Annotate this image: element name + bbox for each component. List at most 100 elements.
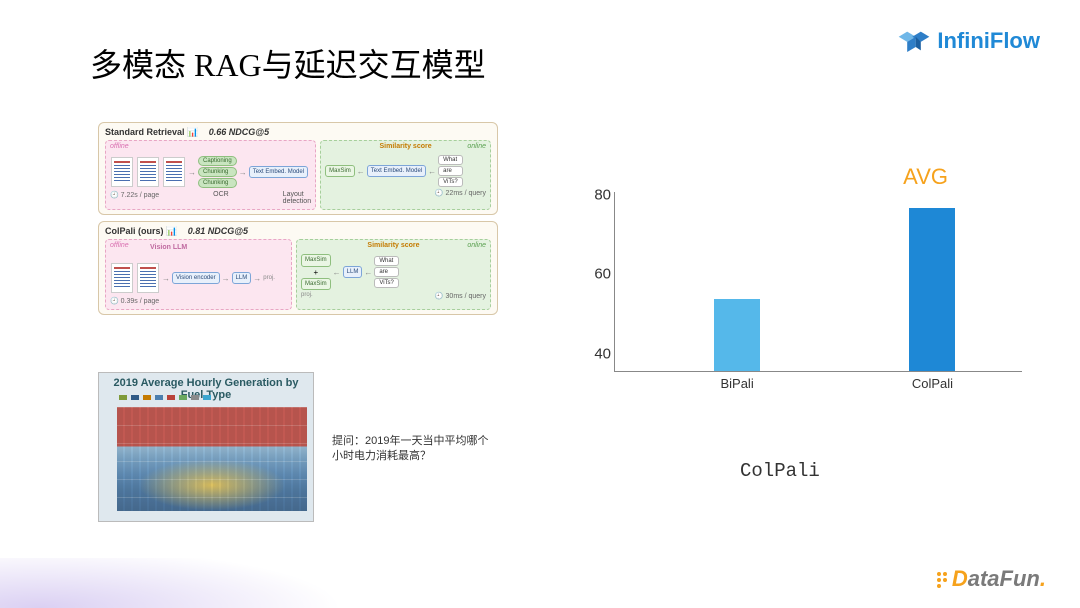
chart-up-icon: 📊: [187, 127, 198, 137]
query-token: ViTs?: [438, 177, 463, 187]
page-title: 多模态 RAG与延迟交互模型: [90, 40, 486, 86]
doc-thumb-icon: [111, 263, 133, 293]
chunking-step: Chunking: [198, 178, 237, 188]
clock-icon: 🕘 30ms / query: [435, 292, 486, 300]
arrow-icon: →: [253, 274, 261, 283]
infiniflow-cube-icon: [897, 28, 931, 54]
legend-swatch: [143, 395, 151, 400]
legend-swatch: [155, 395, 163, 400]
diagram2-header: ColPali (ours) 📊 0.81 NDCG@5: [105, 226, 491, 237]
query-token: are: [438, 166, 463, 176]
y-tick: 40: [581, 346, 611, 363]
doc-thumb-icon: [137, 263, 159, 293]
chart-plot-area: 406080BiPaliColPali: [614, 192, 1022, 372]
clock-icon: 🕘 7.22s / page: [110, 191, 159, 205]
y-tick: 60: [581, 266, 611, 283]
legend-swatch: [191, 395, 199, 400]
arrow-icon: ←: [364, 268, 372, 277]
chart-caption: ColPali: [740, 460, 820, 482]
diagram2-online-panel: Similarity score online MaxSim + MaxSim …: [296, 239, 491, 310]
chart-up-icon: 📊: [166, 226, 177, 236]
arrow-icon: ←: [428, 167, 436, 176]
x-label: BiPali: [720, 376, 753, 391]
logo-infiniflow: InfiniFlow: [897, 28, 1040, 54]
offline-label: offline: [110, 143, 129, 150]
logo-datafun: DataFun.: [936, 566, 1046, 592]
query-token: ViTs?: [374, 278, 399, 288]
legend-swatch: [179, 395, 187, 400]
datafun-ata: ata: [968, 566, 1000, 591]
ocr-label: OCR: [213, 191, 229, 205]
arrow-icon: →: [162, 274, 170, 283]
legend-swatch: [119, 395, 127, 400]
legend-swatch: [131, 395, 139, 400]
clock-icon: 🕘 22ms / query: [435, 189, 486, 197]
maxsim-block: MaxSim: [325, 165, 355, 178]
query-time: 22ms / query: [446, 190, 486, 197]
plus-icon: +: [301, 268, 331, 277]
diagram2-metric: 0.81 NDCG@5: [188, 226, 248, 236]
llm-block: LLM: [232, 272, 252, 285]
diagram1-title: Standard Retrieval: [105, 127, 185, 137]
similarity-label: Similarity score: [379, 143, 431, 150]
similarity-label: Similarity score: [367, 242, 419, 249]
legend-swatch: [167, 395, 175, 400]
diagram2-offline-panel: offline Vision LLM → Vision encoder → LL…: [105, 239, 292, 310]
heatmap-s-area: [117, 407, 307, 511]
x-label: ColPali: [912, 376, 953, 391]
proj-label: proj.: [301, 292, 313, 300]
text-embed-block: Text Embed. Model: [367, 165, 426, 178]
online-label: online: [467, 143, 486, 150]
llm-block: LLM: [343, 266, 363, 279]
query-token: are: [374, 267, 399, 277]
avg-bar-chart: AVG 406080BiPaliColPali: [566, 176, 1028, 394]
legend-swatch: [203, 395, 211, 400]
diagram1-metric: 0.66 NDCG@5: [209, 127, 269, 137]
vision-llm-label: Vision LLM: [150, 244, 287, 251]
decorative-glow: [0, 558, 360, 608]
maxsim-block: MaxSim: [301, 254, 331, 267]
heatmap-thumbnail: 2019 Average Hourly Generation by Fuel T…: [98, 372, 314, 522]
doc-thumb-icon: [163, 157, 185, 187]
example-question: 提问：2019年一天当中平均哪个小时电力消耗最高？: [332, 434, 492, 464]
arrow-icon: →: [239, 168, 247, 177]
offline-label: offline: [110, 242, 129, 249]
maxsim-block: MaxSim: [301, 278, 331, 291]
arrow-icon: →: [188, 168, 196, 177]
text-embed-block: Text Embed. Model: [249, 166, 308, 179]
diagram1-online-panel: Similarity score online MaxSim ← Text Em…: [320, 140, 491, 210]
chunking-step: Chunking: [198, 167, 237, 177]
page-time: 0.39s / page: [121, 298, 160, 305]
diagram-standard-retrieval: Standard Retrieval 📊 0.66 NDCG@5 offline…: [98, 122, 498, 215]
arrow-icon: ←: [357, 167, 365, 176]
layout-label: Layoutdetection: [283, 191, 311, 205]
arrow-icon: →: [222, 274, 230, 283]
doc-thumb-icon: [111, 157, 133, 187]
proj-label: proj.: [263, 275, 275, 281]
vision-encoder-block: Vision encoder: [172, 272, 220, 285]
query-token: What: [374, 256, 399, 266]
diagram1-offline-panel: offline → Captioning Chunking Chunking →…: [105, 140, 316, 210]
online-label: online: [467, 242, 486, 249]
datafun-dots-icon: [936, 571, 950, 589]
datafun-dot: .: [1040, 566, 1046, 591]
page-time: 7.22s / page: [121, 192, 160, 199]
diagram-colpali: ColPali (ours) 📊 0.81 NDCG@5 offline Vis…: [98, 221, 498, 315]
clock-icon: 🕘 0.39s / page: [110, 297, 159, 305]
captioning-step: Captioning: [198, 156, 237, 166]
heatmap-bars: [117, 407, 307, 511]
datafun-fun: Fun: [1000, 566, 1040, 591]
diagram2-title: ColPali (ours): [105, 226, 164, 236]
y-tick: 80: [581, 186, 611, 203]
heatmap-legend: [119, 395, 305, 403]
left-diagrams: Standard Retrieval 📊 0.66 NDCG@5 offline…: [98, 122, 498, 321]
arrow-icon: ←: [333, 268, 341, 277]
doc-thumb-icon: [137, 157, 159, 187]
bar: [909, 208, 955, 371]
query-token: What: [438, 155, 463, 165]
query-time: 30ms / query: [446, 293, 486, 300]
diagram1-header: Standard Retrieval 📊 0.66 NDCG@5: [105, 127, 491, 138]
datafun-d: D: [952, 566, 968, 591]
logo-infiniflow-text: InfiniFlow: [937, 28, 1040, 54]
chart-title: AVG: [903, 164, 948, 190]
